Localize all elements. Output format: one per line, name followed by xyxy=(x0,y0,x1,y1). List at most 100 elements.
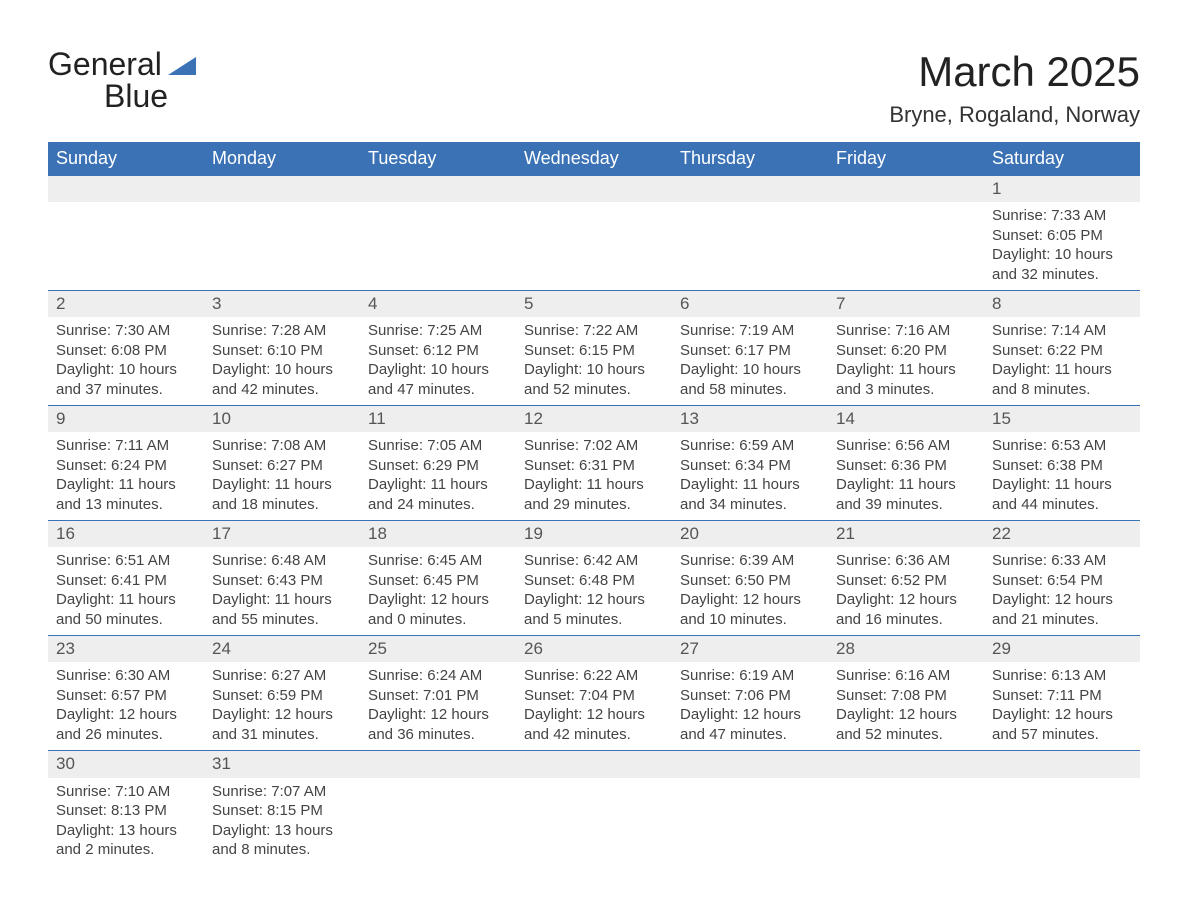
calendar-detail-row: Sunrise: 6:51 AMSunset: 6:41 PMDaylight:… xyxy=(48,547,1140,636)
calendar-day-detail: Sunrise: 7:05 AMSunset: 6:29 PMDaylight:… xyxy=(360,432,516,521)
calendar-day-detail: Sunrise: 6:13 AMSunset: 7:11 PMDaylight:… xyxy=(984,662,1140,751)
calendar-body: 1 Sunrise: 7:33 AMSunset: 6:05 PMDayligh… xyxy=(48,176,1140,866)
calendar-table: SundayMondayTuesdayWednesdayThursdayFrid… xyxy=(48,142,1140,866)
calendar-day-detail: Sunrise: 6:16 AMSunset: 7:08 PMDaylight:… xyxy=(828,662,984,751)
logo-mark-icon xyxy=(168,53,196,80)
logo-text: General Blue xyxy=(48,48,196,112)
calendar-column-header: Tuesday xyxy=(360,142,516,176)
calendar-column-header: Saturday xyxy=(984,142,1140,176)
calendar-day-number: 12 xyxy=(516,406,672,433)
calendar-day-detail: Sunrise: 7:14 AMSunset: 6:22 PMDaylight:… xyxy=(984,317,1140,406)
header: General Blue March 2025 Bryne, Rogaland,… xyxy=(48,48,1140,128)
calendar-daynum-row: 2345678 xyxy=(48,291,1140,318)
calendar-day-number xyxy=(984,751,1140,778)
calendar-day-number: 29 xyxy=(984,636,1140,663)
calendar-day-detail xyxy=(360,202,516,291)
calendar-day-detail xyxy=(48,202,204,291)
calendar-day-detail xyxy=(672,778,828,866)
calendar-day-number xyxy=(828,751,984,778)
calendar-day-number: 8 xyxy=(984,291,1140,318)
calendar-day-number: 25 xyxy=(360,636,516,663)
calendar-detail-row: Sunrise: 7:33 AMSunset: 6:05 PMDaylight:… xyxy=(48,202,1140,291)
calendar-day-detail: Sunrise: 6:36 AMSunset: 6:52 PMDaylight:… xyxy=(828,547,984,636)
calendar-day-detail: Sunrise: 6:48 AMSunset: 6:43 PMDaylight:… xyxy=(204,547,360,636)
calendar-day-number: 18 xyxy=(360,521,516,548)
calendar-day-number: 24 xyxy=(204,636,360,663)
calendar-day-number: 16 xyxy=(48,521,204,548)
calendar-day-number xyxy=(360,176,516,203)
calendar-day-detail: Sunrise: 7:22 AMSunset: 6:15 PMDaylight:… xyxy=(516,317,672,406)
logo: General Blue xyxy=(48,48,196,112)
calendar-column-header: Monday xyxy=(204,142,360,176)
calendar-day-number: 17 xyxy=(204,521,360,548)
calendar-day-detail: Sunrise: 7:02 AMSunset: 6:31 PMDaylight:… xyxy=(516,432,672,521)
calendar-day-number: 11 xyxy=(360,406,516,433)
calendar-day-detail: Sunrise: 6:39 AMSunset: 6:50 PMDaylight:… xyxy=(672,547,828,636)
calendar-day-number: 22 xyxy=(984,521,1140,548)
calendar-day-number xyxy=(828,176,984,203)
calendar-day-number: 6 xyxy=(672,291,828,318)
calendar-column-header: Wednesday xyxy=(516,142,672,176)
calendar-day-detail: Sunrise: 7:19 AMSunset: 6:17 PMDaylight:… xyxy=(672,317,828,406)
calendar-day-detail: Sunrise: 6:22 AMSunset: 7:04 PMDaylight:… xyxy=(516,662,672,751)
calendar-day-number xyxy=(204,176,360,203)
calendar-daynum-row: 3031 xyxy=(48,751,1140,778)
calendar-header-row: SundayMondayTuesdayWednesdayThursdayFrid… xyxy=(48,142,1140,176)
calendar-day-number: 10 xyxy=(204,406,360,433)
calendar-day-number: 23 xyxy=(48,636,204,663)
calendar-day-detail: Sunrise: 6:24 AMSunset: 7:01 PMDaylight:… xyxy=(360,662,516,751)
calendar-daynum-row: 23242526272829 xyxy=(48,636,1140,663)
calendar-day-detail: Sunrise: 7:08 AMSunset: 6:27 PMDaylight:… xyxy=(204,432,360,521)
calendar-day-detail: Sunrise: 7:10 AMSunset: 8:13 PMDaylight:… xyxy=(48,778,204,866)
calendar-daynum-row: 16171819202122 xyxy=(48,521,1140,548)
calendar-day-detail: Sunrise: 6:51 AMSunset: 6:41 PMDaylight:… xyxy=(48,547,204,636)
calendar-detail-row: Sunrise: 7:11 AMSunset: 6:24 PMDaylight:… xyxy=(48,432,1140,521)
calendar-day-detail: Sunrise: 6:19 AMSunset: 7:06 PMDaylight:… xyxy=(672,662,828,751)
calendar-day-number: 1 xyxy=(984,176,1140,203)
calendar-column-header: Friday xyxy=(828,142,984,176)
calendar-day-detail: Sunrise: 6:56 AMSunset: 6:36 PMDaylight:… xyxy=(828,432,984,521)
calendar-day-number: 4 xyxy=(360,291,516,318)
calendar-day-detail: Sunrise: 6:27 AMSunset: 6:59 PMDaylight:… xyxy=(204,662,360,751)
calendar-column-header: Sunday xyxy=(48,142,204,176)
calendar-day-detail xyxy=(204,202,360,291)
calendar-day-detail xyxy=(672,202,828,291)
calendar-day-detail: Sunrise: 7:25 AMSunset: 6:12 PMDaylight:… xyxy=(360,317,516,406)
calendar-daynum-row: 9101112131415 xyxy=(48,406,1140,433)
calendar-day-detail: Sunrise: 6:42 AMSunset: 6:48 PMDaylight:… xyxy=(516,547,672,636)
calendar-day-number xyxy=(48,176,204,203)
calendar-daynum-row: 1 xyxy=(48,176,1140,203)
logo-word2: Blue xyxy=(104,78,168,114)
calendar-day-number: 9 xyxy=(48,406,204,433)
calendar-day-number: 2 xyxy=(48,291,204,318)
calendar-day-number: 28 xyxy=(828,636,984,663)
calendar-day-number: 3 xyxy=(204,291,360,318)
calendar-day-number: 7 xyxy=(828,291,984,318)
page-title: March 2025 xyxy=(889,48,1140,96)
calendar-detail-row: Sunrise: 6:30 AMSunset: 6:57 PMDaylight:… xyxy=(48,662,1140,751)
calendar-day-number xyxy=(672,176,828,203)
calendar-day-number: 21 xyxy=(828,521,984,548)
logo-word1: General xyxy=(48,46,162,82)
calendar-day-number xyxy=(516,176,672,203)
calendar-detail-row: Sunrise: 7:10 AMSunset: 8:13 PMDaylight:… xyxy=(48,778,1140,866)
calendar-day-number xyxy=(672,751,828,778)
calendar-day-number: 27 xyxy=(672,636,828,663)
calendar-day-number: 15 xyxy=(984,406,1140,433)
calendar-day-number: 30 xyxy=(48,751,204,778)
calendar-day-number: 5 xyxy=(516,291,672,318)
title-block: March 2025 Bryne, Rogaland, Norway xyxy=(889,48,1140,128)
calendar-day-detail: Sunrise: 6:53 AMSunset: 6:38 PMDaylight:… xyxy=(984,432,1140,521)
calendar-day-detail: Sunrise: 7:30 AMSunset: 6:08 PMDaylight:… xyxy=(48,317,204,406)
calendar-day-number: 31 xyxy=(204,751,360,778)
calendar-day-number: 19 xyxy=(516,521,672,548)
calendar-day-number: 20 xyxy=(672,521,828,548)
calendar-day-detail xyxy=(360,778,516,866)
calendar-day-detail xyxy=(984,778,1140,866)
calendar-day-number xyxy=(360,751,516,778)
calendar-day-detail: Sunrise: 7:07 AMSunset: 8:15 PMDaylight:… xyxy=(204,778,360,866)
calendar-day-detail: Sunrise: 6:30 AMSunset: 6:57 PMDaylight:… xyxy=(48,662,204,751)
page-subtitle: Bryne, Rogaland, Norway xyxy=(889,102,1140,128)
calendar-day-detail xyxy=(828,202,984,291)
calendar-day-detail: Sunrise: 7:28 AMSunset: 6:10 PMDaylight:… xyxy=(204,317,360,406)
